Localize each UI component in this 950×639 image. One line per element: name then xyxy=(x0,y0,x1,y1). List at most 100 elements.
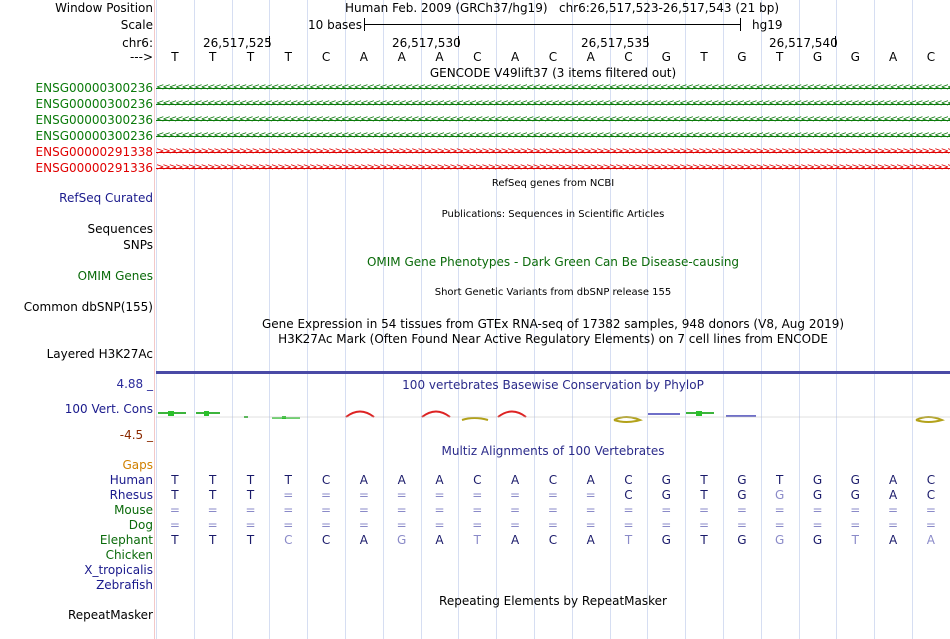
aligned-base: = xyxy=(699,518,710,532)
gene-feature[interactable]: <<<<<<<<<<<<<<<<<<<<<<<<<<<<<<<<<<<<<<<<… xyxy=(156,113,950,127)
base-letter: C xyxy=(548,50,558,64)
grid-line xyxy=(609,0,611,639)
dbsnp-title[interactable]: Short Genetic Variants from dbSNP releas… xyxy=(434,287,672,298)
aligned-base: T xyxy=(246,488,255,502)
gene-label[interactable]: ENSG00000300236 xyxy=(35,129,153,143)
base-letter: A xyxy=(435,50,444,64)
aligned-base: = xyxy=(207,503,218,517)
gene-feature[interactable]: >>>>>>>>>>>>>>>>>>>>>>>>>>>>>>>>>>>>>>>>… xyxy=(156,161,950,175)
coord-label: 26,517,540 xyxy=(769,36,838,50)
aligned-base: T xyxy=(209,473,217,487)
species-label[interactable]: Rhesus xyxy=(109,488,153,502)
position-readout[interactable]: chr6:26,517,523-26,517,543 (21 bp) xyxy=(558,1,780,15)
base-letter: C xyxy=(473,50,482,64)
phylop-low-arcs xyxy=(461,416,945,423)
aligned-base: C xyxy=(321,533,331,547)
refseq-title[interactable]: RefSeq genes from NCBI xyxy=(491,178,615,189)
aligned-base: G xyxy=(850,473,860,487)
dbsnp-label[interactable]: Common dbSNP(155) xyxy=(23,300,153,314)
gtex-title[interactable]: Gene Expression in 54 tissues from GTEx … xyxy=(261,317,845,331)
coord-tick xyxy=(835,36,836,47)
grid-line xyxy=(496,0,498,639)
cons-track-label[interactable]: 100 Vert. Cons xyxy=(64,402,153,416)
aligned-base: = xyxy=(434,503,445,517)
species-label[interactable]: Chicken xyxy=(105,548,153,562)
gene-label[interactable]: ENSG00000300236 xyxy=(35,113,153,127)
gene-label[interactable]: ENSG00000291338 xyxy=(35,145,153,159)
species-label[interactable]: X_tropicalis xyxy=(84,563,153,577)
gene-label[interactable]: ENSG00000291336 xyxy=(35,161,153,175)
aligned-base: C xyxy=(473,473,482,487)
base-letter: A xyxy=(510,50,520,64)
aligned-base: T xyxy=(473,533,481,547)
aligned-base: C xyxy=(624,488,633,502)
pubs-title[interactable]: Publications: Sequences in Scientific Ar… xyxy=(441,209,665,220)
gene-label[interactable]: ENSG00000300236 xyxy=(35,81,153,95)
snps-label[interactable]: SNPs xyxy=(123,238,153,252)
gene-feature[interactable]: <<<<<<<<<<<<<<<<<<<<<<<<<<<<<<<<<<<<<<<<… xyxy=(156,81,950,95)
coord-label: 26,517,525 xyxy=(203,36,272,50)
aligned-base: = xyxy=(510,518,521,532)
aligned-base: = xyxy=(812,503,823,517)
aligned-base: T xyxy=(246,533,255,547)
repeat-title[interactable]: Repeating Elements by RepeatMasker xyxy=(439,594,667,608)
grid-line xyxy=(723,0,724,639)
gene-feature[interactable]: >>>>>>>>>>>>>>>>>>>>>>>>>>>>>>>>>>>>>>>>… xyxy=(156,145,950,159)
gene-feature[interactable]: <<<<<<<<<<<<<<<<<<<<<<<<<<<<<<<<<<<<<<<<… xyxy=(156,129,950,143)
grid-line xyxy=(420,0,422,639)
scale-label: Scale xyxy=(120,18,153,32)
omim-label[interactable]: OMIM Genes xyxy=(77,269,153,283)
aligned-base: = xyxy=(321,518,332,532)
aligned-base: G xyxy=(775,488,785,502)
gene-feature[interactable]: <<<<<<<<<<<<<<<<<<<<<<<<<<<<<<<<<<<<<<<<… xyxy=(156,97,950,111)
refseq-label[interactable]: RefSeq Curated xyxy=(59,191,153,205)
aligned-base: T xyxy=(624,533,633,547)
aligned-base: = xyxy=(245,518,256,532)
grid-line xyxy=(269,0,271,639)
base-letter: C xyxy=(321,50,331,64)
aligned-base: = xyxy=(283,488,294,502)
aligned-base: G xyxy=(737,473,747,487)
phylop-wiggle xyxy=(156,410,950,423)
species-label[interactable]: Elephant xyxy=(99,533,153,547)
repeat-label[interactable]: RepeatMasker xyxy=(67,608,153,622)
phylop-title[interactable]: 100 vertebrates Basewise Conservation by… xyxy=(402,378,704,392)
species-label[interactable]: Dog xyxy=(128,518,153,532)
gene-label[interactable]: ENSG00000300236 xyxy=(35,97,153,111)
base-letter: T xyxy=(171,50,179,64)
base-letter: T xyxy=(284,50,292,64)
aligned-base: A xyxy=(359,473,368,487)
aligned-base: = xyxy=(888,503,899,517)
omim-title[interactable]: OMIM Gene Phenotypes - Dark Green Can Be… xyxy=(366,255,740,269)
base-letter: T xyxy=(776,50,784,64)
h3k27-label[interactable]: Layered H3K27Ac xyxy=(46,347,153,361)
gencode-title[interactable]: GENCODE V49lift37 (3 items filtered out) xyxy=(429,66,677,80)
strand-label: ---> xyxy=(129,50,153,64)
aligned-base: A xyxy=(359,533,368,547)
grid-line xyxy=(345,0,346,639)
aligned-base: = xyxy=(434,518,445,532)
species-label[interactable]: Human xyxy=(109,473,153,487)
aligned-base: T xyxy=(851,533,859,547)
aligned-base: A xyxy=(510,473,520,487)
species-label[interactable]: Mouse xyxy=(114,503,153,517)
scale-bar-left-tick xyxy=(364,18,365,31)
species-label[interactable]: Zebrafish xyxy=(96,578,153,592)
base-letter: A xyxy=(359,50,368,64)
grid-line xyxy=(912,0,913,639)
aligned-base: C xyxy=(926,488,936,502)
phylop-positive-bars xyxy=(158,411,756,419)
aligned-base: = xyxy=(283,518,294,532)
aligned-base: A xyxy=(888,473,898,487)
aligned-base: A xyxy=(510,533,520,547)
base-letter: T xyxy=(700,50,708,64)
h3k27-title[interactable]: H3K27Ac Mark (Often Found Near Active Re… xyxy=(278,332,828,346)
multiz-title[interactable]: Multiz Alignments of 100 Vertebrates xyxy=(441,444,665,458)
aligned-base: T xyxy=(700,533,708,547)
chrom-label: chr6: xyxy=(122,36,153,50)
sequences-label[interactable]: Sequences xyxy=(87,222,153,236)
aligned-base: A xyxy=(926,533,935,547)
aligned-base: A xyxy=(435,533,444,547)
coord-tick xyxy=(458,36,459,47)
aligned-base: = xyxy=(850,503,861,517)
